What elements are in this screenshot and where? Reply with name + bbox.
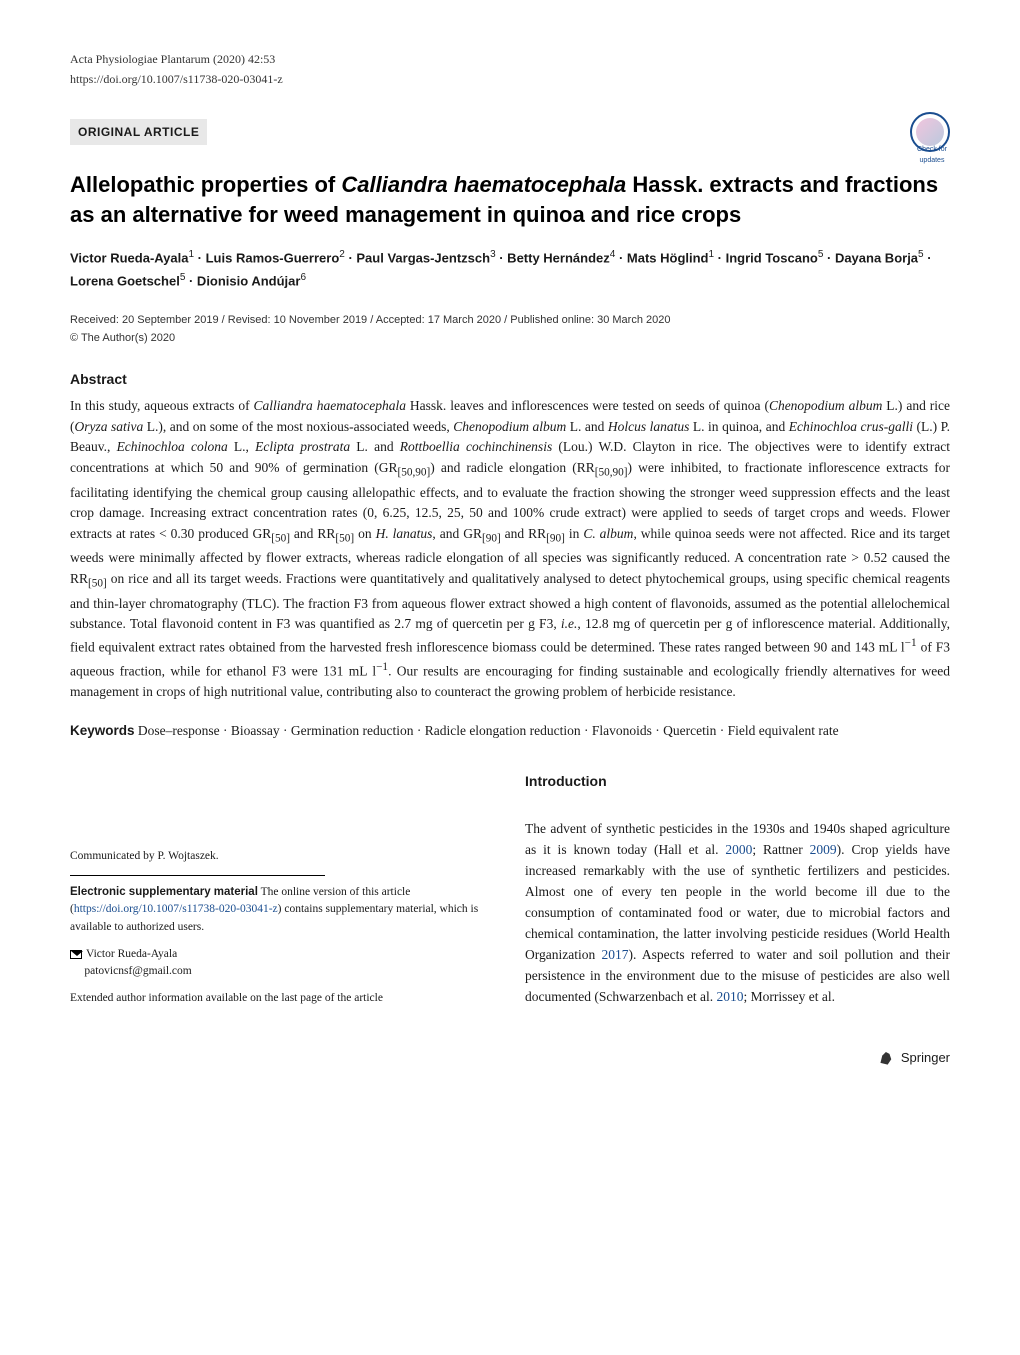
check-updates-inner xyxy=(916,118,944,146)
right-column: Introduction The advent of synthetic pes… xyxy=(525,771,950,1007)
springer-horse-icon xyxy=(877,1048,895,1066)
copyright-line: © The Author(s) 2020 xyxy=(70,330,950,347)
corr-email: patovicnsf@gmail.com xyxy=(84,965,191,977)
esm-link[interactable]: https://doi.org/10.1007/s11738-020-03041… xyxy=(74,903,278,915)
two-column-region: Communicated by P. Wojtaszek. Electronic… xyxy=(70,771,950,1007)
corresponding-author: Victor Rueda-Ayala patovicnsf@gmail.com xyxy=(70,946,495,981)
article-type-badge: ORIGINAL ARTICLE xyxy=(70,119,207,145)
springer-logo-icon xyxy=(877,1048,895,1066)
abstract-body: In this study, aqueous extracts of Calli… xyxy=(70,396,950,704)
article-type-row: ORIGINAL ARTICLE xyxy=(70,112,950,152)
esm-label: Electronic supplementary material xyxy=(70,886,258,898)
author-list: Victor Rueda-Ayala1 · Luis Ramos-Guerrer… xyxy=(70,247,950,291)
article-title: Allelopathic properties of Calliandra ha… xyxy=(70,170,950,229)
publisher-name: Springer xyxy=(901,1048,950,1068)
check-for-updates-icon[interactable] xyxy=(910,112,950,152)
left-column: Communicated by P. Wojtaszek. Electronic… xyxy=(70,771,495,1007)
envelope-icon xyxy=(70,950,82,959)
page-footer: Springer xyxy=(70,1048,950,1068)
journal-reference: Acta Physiologiae Plantarum (2020) 42:53 xyxy=(70,50,950,68)
keywords-block: Keywords Dose–response · Bioassay · Germ… xyxy=(70,721,950,741)
esm-note: Electronic supplementary material The on… xyxy=(70,884,495,936)
doi-line: https://doi.org/10.1007/s11738-020-03041… xyxy=(70,70,950,88)
affiliation-note: Extended author information available on… xyxy=(70,990,495,1007)
corr-name: Victor Rueda-Ayala xyxy=(86,948,177,960)
introduction-heading: Introduction xyxy=(525,771,950,792)
abstract-heading: Abstract xyxy=(70,369,950,390)
keywords-label: Keywords xyxy=(70,723,135,738)
communicated-by: Communicated by P. Wojtaszek. xyxy=(70,848,495,865)
footnote-divider xyxy=(70,875,325,876)
keywords-text: Dose–response · Bioassay · Germination r… xyxy=(135,723,839,738)
article-dates: Received: 20 September 2019 / Revised: 1… xyxy=(70,312,950,329)
introduction-body: The advent of synthetic pesticides in th… xyxy=(525,819,950,1007)
